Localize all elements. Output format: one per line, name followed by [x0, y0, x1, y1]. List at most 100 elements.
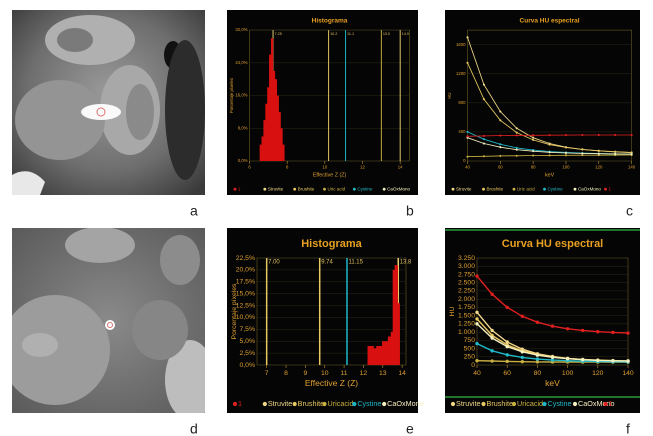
legend-label: Struvite: [456, 186, 472, 191]
legend-label: Cystine: [548, 399, 572, 408]
legend-marker: [482, 187, 485, 191]
data-point: [482, 98, 485, 101]
bar: [282, 144, 285, 161]
y-tick-label: 1600: [456, 42, 466, 47]
data-point: [548, 151, 551, 154]
y-tick-label: 500: [464, 345, 476, 352]
bar: [390, 331, 395, 365]
reference-label: 11.1: [347, 32, 354, 36]
data-point: [475, 274, 479, 278]
panel-label: e: [406, 421, 414, 436]
x-tick-label: 60: [503, 370, 511, 377]
data-point: [499, 134, 502, 137]
data-point: [499, 110, 502, 113]
data-point: [626, 359, 630, 363]
x-tick-label: 10: [321, 370, 329, 377]
data-point: [515, 131, 518, 134]
y-axis-label: Porcentaje píxeles: [229, 78, 234, 113]
reference-label: 14.0: [402, 32, 409, 36]
legend-label: Struvite: [456, 399, 480, 408]
data-point: [482, 142, 485, 145]
bar: [373, 348, 377, 365]
data-point: [520, 314, 524, 318]
bar: [379, 345, 383, 365]
data-point: [475, 310, 479, 315]
data-point: [550, 324, 555, 328]
reference-label: 7.25: [275, 32, 282, 36]
x-tick-label: 40: [465, 164, 470, 169]
bar: [387, 336, 392, 365]
ct-image-a: [12, 10, 205, 195]
data-point: [505, 344, 509, 349]
bar: [259, 144, 262, 161]
data-point: [611, 359, 615, 363]
legend-label: Uricacid: [517, 399, 543, 408]
data-point: [630, 151, 633, 154]
data-point: [581, 358, 585, 362]
data-point: [581, 148, 584, 151]
data-point: [548, 134, 551, 137]
data-point: [466, 61, 469, 64]
legend-marker: [572, 401, 578, 407]
data-point: [596, 330, 600, 334]
chart-title: Curva HU espectral: [520, 17, 580, 24]
legend-label: 1: [609, 399, 613, 408]
data-point: [597, 152, 600, 155]
data-point: [581, 152, 584, 155]
chart-background: [227, 10, 418, 195]
chart-background: [445, 10, 640, 195]
reference-label: 9.74: [321, 260, 333, 266]
y-axis-label: HU: [449, 307, 456, 317]
data-point: [548, 154, 551, 157]
legend-label: 1: [609, 186, 612, 191]
x-tick-label: 120: [595, 164, 603, 169]
legend-marker: [322, 401, 327, 407]
panel-label: c: [626, 203, 633, 219]
data-point: [611, 330, 615, 335]
y-tick-label: 16,0%: [235, 93, 247, 98]
y-tick-label: 250: [464, 354, 476, 361]
data-point: [466, 135, 469, 138]
y-tick-label: 1.750: [458, 304, 475, 311]
legend-label: Brushite: [487, 186, 504, 191]
data-point: [532, 136, 535, 139]
bar: [392, 269, 397, 365]
x-tick-label: 80: [531, 164, 536, 169]
data-point: [475, 359, 479, 363]
y-tick-label: 3.000: [458, 263, 475, 270]
chart-title: Curva HU espectral: [502, 238, 604, 250]
reference-label: 11.15: [348, 260, 363, 266]
x-tick-label: 7: [265, 370, 269, 377]
x-tick-label: 8: [284, 370, 288, 377]
data-point: [614, 150, 617, 153]
y-tick-label: 2.500: [458, 279, 475, 286]
data-point: [564, 134, 568, 137]
data-point: [630, 133, 633, 137]
legend-marker: [263, 187, 267, 191]
x-tick-label: 120: [592, 370, 604, 377]
data-point: [475, 317, 479, 321]
data-point: [581, 133, 584, 137]
bar: [267, 87, 270, 161]
legend-label: 1: [238, 399, 242, 408]
legend-marker: [450, 401, 456, 407]
data-point: [515, 134, 518, 137]
legend-marker: [573, 187, 577, 191]
x-tick-label: 11: [341, 370, 348, 377]
x-tick-label: 13: [379, 370, 387, 377]
x-tick-label: 40: [473, 370, 481, 377]
x-tick-label: 100: [562, 370, 574, 377]
data-point: [614, 152, 617, 156]
data-point: [515, 127, 518, 130]
data-point: [535, 360, 540, 364]
y-tick-label: 2.750: [458, 271, 475, 278]
legend-label: CaOxMono: [578, 399, 615, 408]
legend-label: Uricacid: [328, 399, 354, 408]
data-point: [475, 322, 479, 326]
chart-title: Histograma: [312, 17, 348, 24]
bar: [274, 79, 278, 161]
data-point: [630, 153, 633, 156]
data-point: [505, 340, 509, 344]
bar: [396, 303, 400, 365]
data-point: [597, 149, 600, 152]
